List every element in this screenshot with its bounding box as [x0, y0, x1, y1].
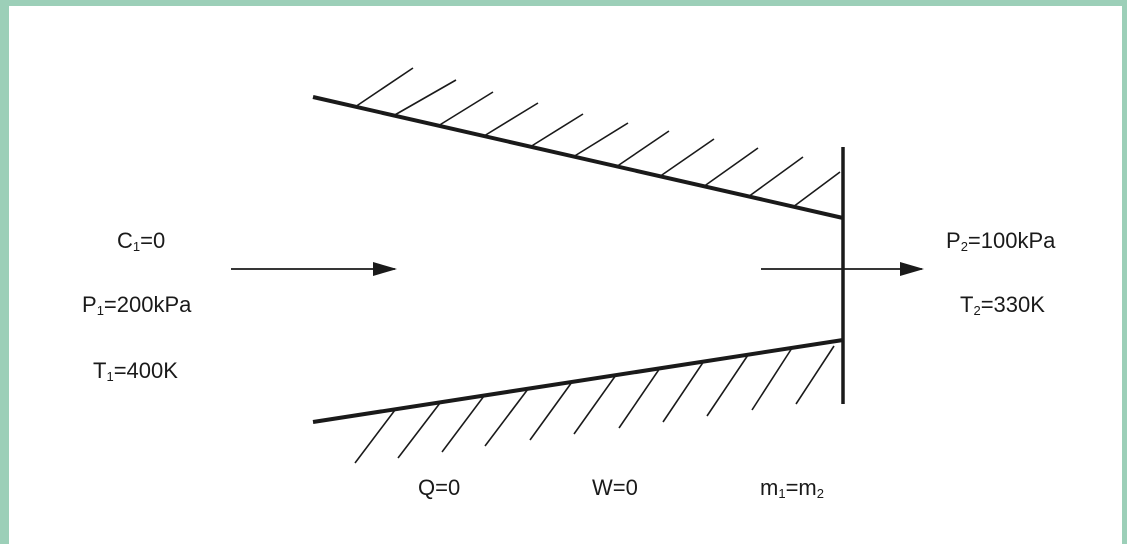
upper-wall [312, 95, 844, 220]
heat-condition-label: Q=0 [418, 475, 461, 500]
inlet-temperature-label: T1=400K [93, 358, 178, 384]
inlet-pressure-label: P1=200kPa [82, 292, 192, 318]
inlet-velocity-label: C1=0 [117, 228, 166, 254]
lower-wall [312, 338, 844, 424]
outlet-pressure-label: P2=100kPa [946, 228, 1056, 254]
upper-wall-hatching [354, 67, 841, 208]
lower-wall-hatching [354, 345, 835, 464]
mass-condition-label: m1=m2 [760, 475, 824, 501]
outlet-temperature-label: T2=330K [960, 292, 1045, 318]
work-condition-label: W=0 [592, 475, 638, 500]
